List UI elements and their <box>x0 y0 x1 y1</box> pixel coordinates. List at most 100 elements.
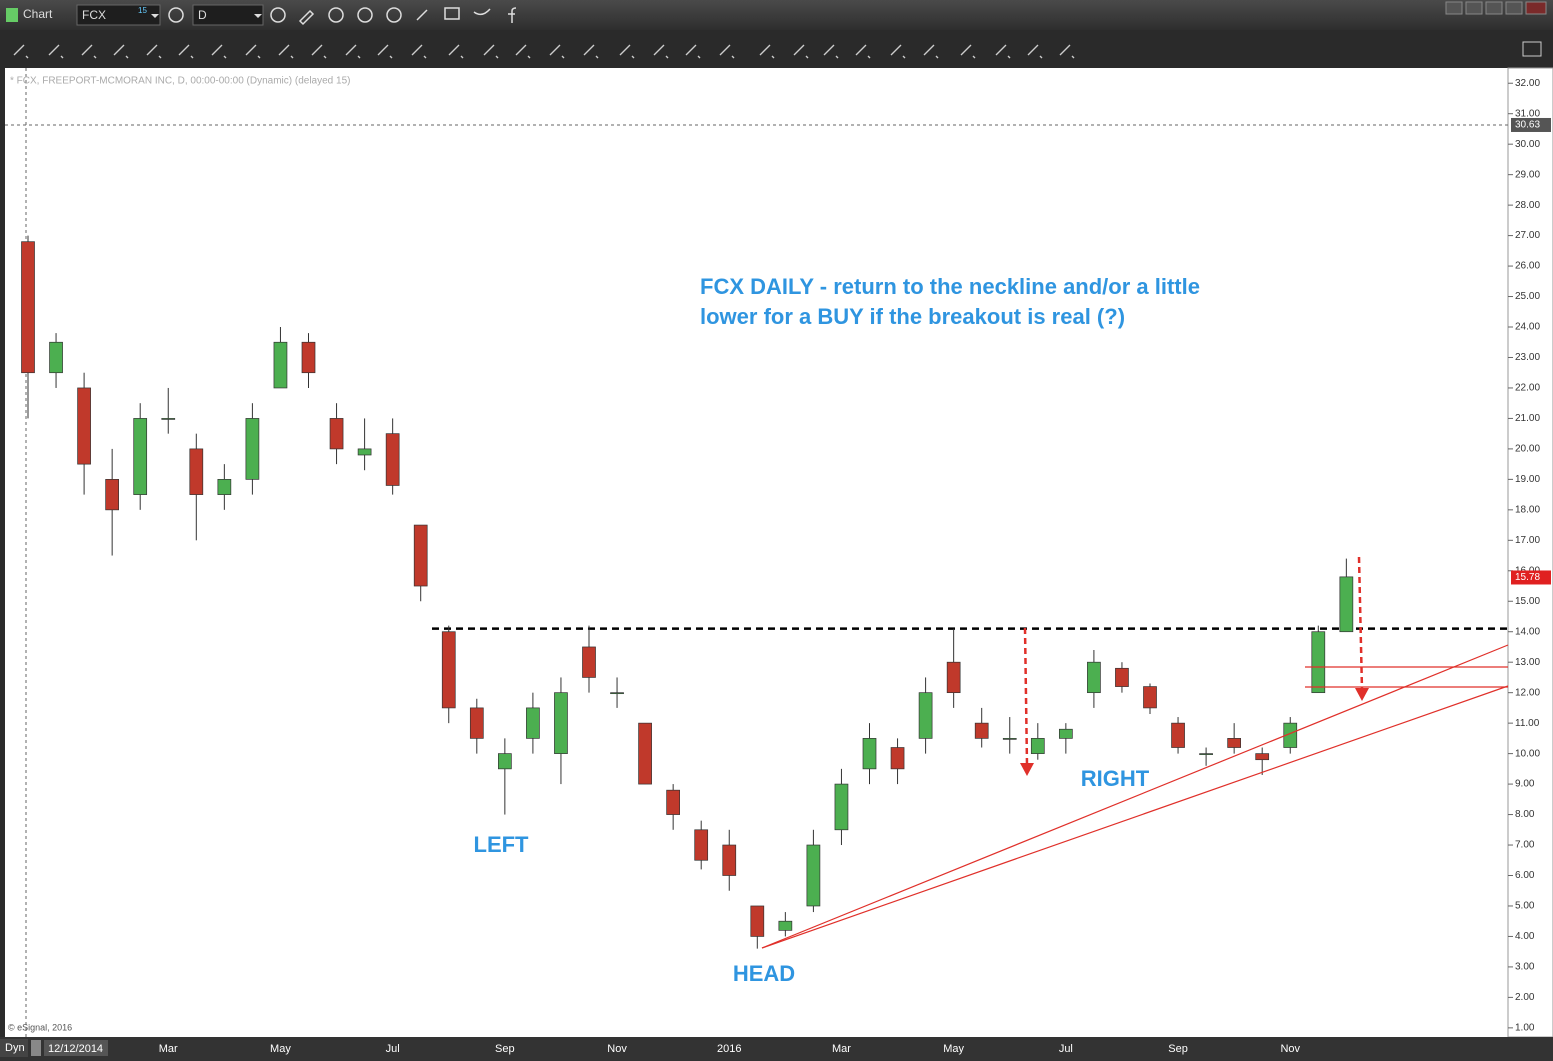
help-button[interactable] <box>1445 1 1463 15</box>
candle-body <box>441 631 456 709</box>
tool-button[interactable] <box>855 44 871 59</box>
y-tick-label: 21.00 <box>1515 413 1540 424</box>
symbol-input[interactable] <box>76 4 161 26</box>
cursor-date: 12/12/2014 <box>48 1043 103 1055</box>
tool-button[interactable] <box>583 44 599 59</box>
scroll-button[interactable] <box>31 1040 41 1056</box>
y-tick-label: 20.00 <box>1515 444 1540 455</box>
candle-body <box>1030 738 1045 754</box>
trend-line <box>761 644 1509 949</box>
tool-button[interactable] <box>483 44 499 59</box>
drawing-tools <box>13 41 1542 59</box>
mode: Dyn <box>5 1042 25 1054</box>
tool-button[interactable] <box>719 44 735 59</box>
candle-body <box>1311 631 1326 694</box>
candle-body <box>1227 738 1242 748</box>
symbol-badge: 15 <box>138 6 147 15</box>
tool-button[interactable] <box>448 44 464 59</box>
annotation: lower for a BUY if the breakout is real … <box>700 304 1125 329</box>
tool-button[interactable] <box>113 44 129 59</box>
candle-body <box>189 448 204 495</box>
window-controls <box>1445 1 1547 15</box>
x-tick-label: May <box>270 1043 291 1055</box>
tool-button[interactable] <box>345 44 361 59</box>
close-button[interactable] <box>1525 1 1547 15</box>
y-tick-label: 29.00 <box>1515 169 1540 180</box>
settings-button[interactable] <box>168 7 184 23</box>
tool-button[interactable] <box>1059 44 1075 59</box>
candle-body <box>469 707 484 739</box>
candle-body <box>413 524 428 587</box>
tool-button[interactable] <box>311 44 327 59</box>
y-tick-label: 9.00 <box>1515 779 1535 790</box>
tool-button[interactable] <box>759 44 775 59</box>
tool-button[interactable] <box>923 44 939 59</box>
tool-button[interactable] <box>1027 44 1043 59</box>
tool-button[interactable] <box>48 44 64 59</box>
price-axis <box>1507 67 1553 1038</box>
clock-button[interactable] <box>270 7 286 23</box>
tool-button[interactable] <box>619 44 635 59</box>
tool-button[interactable] <box>960 44 976 59</box>
pattern-label: HEAD <box>733 961 795 986</box>
pencil-button[interactable] <box>298 9 315 26</box>
facebook-button[interactable] <box>508 7 517 23</box>
tool-button[interactable] <box>653 44 669 59</box>
x-tick-label: Jul <box>386 1043 400 1055</box>
mode-box[interactable] <box>0 1039 28 1057</box>
zoom-button[interactable] <box>386 7 402 23</box>
y-tick-label: 3.00 <box>1515 962 1535 973</box>
candle-body <box>582 646 596 678</box>
tool-button[interactable] <box>377 44 393 59</box>
candle-body <box>77 387 91 465</box>
tool-button[interactable] <box>245 44 261 59</box>
link-button[interactable] <box>416 9 428 21</box>
tool-button[interactable] <box>685 44 701 59</box>
y-tick-label: 6.00 <box>1515 870 1535 881</box>
tool-button[interactable] <box>13 44 29 59</box>
tool-button[interactable] <box>793 44 809 59</box>
tool-button[interactable] <box>278 44 294 59</box>
candle-body <box>385 433 400 486</box>
x-tick-label: May <box>943 1043 964 1055</box>
interval-input[interactable] <box>192 4 264 26</box>
tool-button[interactable] <box>823 44 839 59</box>
comment-button[interactable] <box>444 7 460 20</box>
candle-body <box>301 341 316 374</box>
refresh-button[interactable] <box>328 7 344 23</box>
candle-body <box>105 479 120 511</box>
y-tick-label: 11.00 <box>1515 718 1540 729</box>
tool-button[interactable] <box>81 44 97 59</box>
candle-body <box>49 341 63 374</box>
tool-button[interactable] <box>890 44 906 59</box>
tool-button[interactable] <box>515 44 531 59</box>
tool-button[interactable] <box>211 44 227 59</box>
tool-button[interactable] <box>411 44 427 59</box>
play-button[interactable] <box>357 7 373 23</box>
candle-body <box>610 692 624 695</box>
x-tick-label: Mar <box>832 1043 851 1055</box>
settings-button[interactable] <box>1522 41 1542 57</box>
maximize-button[interactable] <box>1505 1 1523 15</box>
candle-body <box>1087 661 1101 694</box>
candle-body <box>1171 722 1185 748</box>
restore-button[interactable] <box>1485 1 1503 15</box>
candle-body <box>21 241 35 374</box>
x-tick-label: Nov <box>607 1043 627 1055</box>
candle-body <box>834 783 849 831</box>
candle-body <box>806 844 821 907</box>
tool-button[interactable] <box>146 44 162 59</box>
y-tick-label: 1.00 <box>1515 1022 1535 1033</box>
y-tick-label: 13.00 <box>1515 657 1540 668</box>
candle-body <box>245 418 260 480</box>
price-tag <box>1511 570 1551 585</box>
tool-button[interactable] <box>178 44 194 59</box>
candle-body <box>1058 728 1073 739</box>
tool-button[interactable] <box>995 44 1011 59</box>
candle-body <box>890 747 905 770</box>
candle-body <box>217 479 232 495</box>
minimize-button[interactable] <box>1465 1 1483 15</box>
tool-button[interactable] <box>549 44 565 59</box>
twitter-button[interactable] <box>473 8 491 16</box>
candle-body <box>554 692 568 754</box>
